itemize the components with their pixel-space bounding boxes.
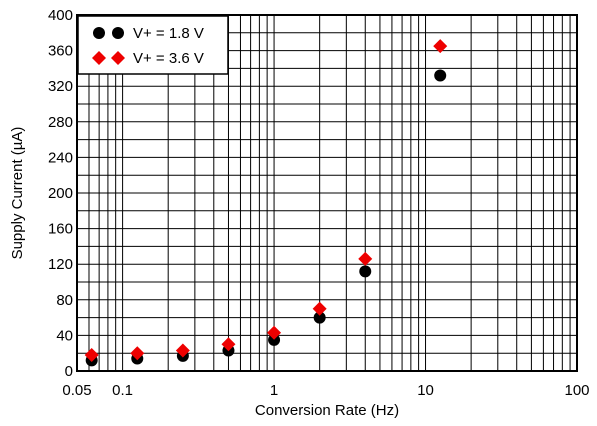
x-tick-label: 1	[270, 382, 278, 399]
data-point-series-1	[313, 311, 326, 324]
y-tick-label: 120	[48, 256, 73, 273]
data-point-series-2	[312, 301, 327, 316]
y-tick-label: 400	[48, 7, 73, 24]
plot-area-frame	[76, 14, 578, 372]
legend-marker-1-a	[93, 27, 105, 39]
x-axis-title: Conversion Rate (Hz)	[255, 402, 399, 419]
y-tick-label: 0	[65, 363, 73, 380]
data-point-series-2	[130, 346, 145, 361]
data-point-series-2	[175, 343, 190, 358]
y-tick-label: 320	[48, 78, 73, 95]
data-point-series-2	[358, 251, 373, 266]
data-point-series-2	[433, 39, 448, 54]
legend-marker-2-b	[111, 51, 125, 65]
axis-ticks: 0 40 80 120 160 200 240 280 320 360 400 0.05 0.1 1 10 1…	[48, 7, 590, 399]
x-tick-label: 100	[564, 382, 589, 399]
x-tick-label: 0.05	[62, 382, 91, 399]
legend-marker-2-a	[92, 51, 106, 65]
data-point-series-1	[268, 333, 281, 346]
x-tick-label: 10	[417, 382, 434, 399]
y-tick-label: 40	[56, 327, 73, 344]
legend-label-series-1: V+ = 1.8 V	[133, 25, 204, 42]
y-tick-label: 240	[48, 149, 73, 166]
y-tick-label: 160	[48, 221, 73, 238]
y-tick-label: 360	[48, 43, 73, 60]
y-tick-label: 80	[56, 292, 73, 309]
data-point-series-2	[84, 347, 99, 362]
data-point-series-2	[267, 325, 282, 340]
data-points	[84, 39, 448, 367]
legend-marker-series-2	[92, 51, 125, 65]
data-point-series-1	[434, 69, 447, 82]
legend-marker-1-b	[112, 27, 124, 39]
data-point-series-2	[221, 337, 236, 352]
y-tick-label: 280	[48, 114, 73, 131]
data-point-series-1	[359, 265, 372, 278]
y-axis-title: Supply Current (µA)	[9, 127, 26, 260]
legend-label-series-2: V+ = 3.6 V	[133, 50, 204, 67]
legend-marker-series-1	[93, 27, 124, 39]
legend-box	[77, 15, 229, 75]
x-tick-label: 0.1	[112, 382, 133, 399]
y-tick-label: 200	[48, 185, 73, 202]
legend: V+ = 1.8 V V+ = 3.6 V	[77, 15, 229, 75]
